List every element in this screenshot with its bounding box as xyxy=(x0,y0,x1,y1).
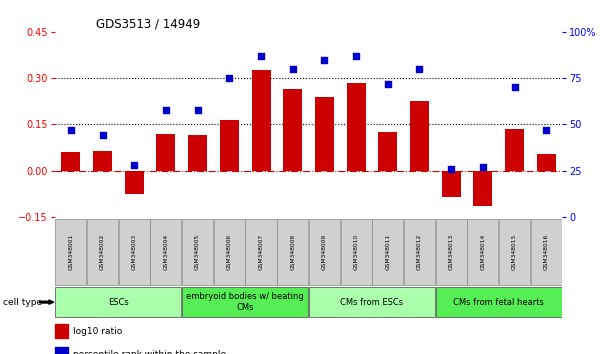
Point xyxy=(383,81,393,86)
Bar xyxy=(188,135,207,171)
Text: GSM348007: GSM348007 xyxy=(258,234,263,270)
Bar xyxy=(404,219,435,285)
Text: GSM348009: GSM348009 xyxy=(322,234,327,270)
Point xyxy=(288,66,298,72)
Text: GSM348012: GSM348012 xyxy=(417,234,422,270)
Text: GDS3513 / 14949: GDS3513 / 14949 xyxy=(95,18,200,31)
Text: embryoid bodies w/ beating
CMs: embryoid bodies w/ beating CMs xyxy=(186,292,304,312)
Point xyxy=(478,164,488,170)
Bar xyxy=(93,150,112,171)
Bar xyxy=(467,219,499,285)
Bar xyxy=(55,324,68,338)
Point xyxy=(415,66,425,72)
Point xyxy=(320,57,329,62)
Point xyxy=(351,53,361,59)
Bar xyxy=(340,219,371,285)
Text: GSM348001: GSM348001 xyxy=(68,234,73,270)
Bar xyxy=(252,70,271,171)
Bar xyxy=(442,171,461,197)
Point xyxy=(66,127,76,133)
Bar xyxy=(277,219,308,285)
Text: GSM348013: GSM348013 xyxy=(448,234,454,270)
Bar xyxy=(214,219,245,285)
Bar xyxy=(87,219,118,285)
Text: GSM348011: GSM348011 xyxy=(386,234,390,270)
Bar xyxy=(474,171,492,206)
Point xyxy=(256,53,266,59)
Text: GSM348010: GSM348010 xyxy=(354,234,359,270)
Bar xyxy=(56,219,86,285)
Point xyxy=(98,133,108,138)
Bar xyxy=(284,89,302,171)
Text: cell type: cell type xyxy=(3,298,42,307)
Bar xyxy=(182,287,308,318)
Point xyxy=(510,85,519,90)
Text: CMs from fetal hearts: CMs from fetal hearts xyxy=(453,298,544,307)
Text: log10 ratio: log10 ratio xyxy=(73,326,122,336)
Point xyxy=(192,107,202,112)
Bar xyxy=(505,129,524,171)
Bar xyxy=(61,152,81,171)
Point xyxy=(130,162,139,168)
Bar xyxy=(436,287,562,318)
Text: GSM348008: GSM348008 xyxy=(290,234,295,270)
Point xyxy=(161,107,171,112)
Bar xyxy=(56,287,181,318)
Text: percentile rank within the sample: percentile rank within the sample xyxy=(73,350,226,354)
Bar xyxy=(182,219,213,285)
Point xyxy=(541,127,551,133)
Bar xyxy=(309,287,435,318)
Text: GSM348006: GSM348006 xyxy=(227,234,232,270)
Bar xyxy=(372,219,403,285)
Bar xyxy=(378,132,397,171)
Bar xyxy=(531,219,562,285)
Bar xyxy=(410,101,429,171)
Bar xyxy=(436,219,467,285)
Bar xyxy=(246,219,277,285)
Point xyxy=(224,75,234,81)
Bar xyxy=(156,133,175,171)
Bar xyxy=(150,219,181,285)
Text: GSM348002: GSM348002 xyxy=(100,234,105,270)
Bar xyxy=(125,171,144,194)
Bar xyxy=(346,83,365,171)
Text: CMs from ESCs: CMs from ESCs xyxy=(340,298,403,307)
Bar xyxy=(220,120,239,171)
Bar xyxy=(309,219,340,285)
Text: ESCs: ESCs xyxy=(108,298,129,307)
Bar xyxy=(119,219,150,285)
Text: GSM348014: GSM348014 xyxy=(480,234,485,270)
Bar xyxy=(499,219,530,285)
Bar xyxy=(537,154,556,171)
Point xyxy=(446,166,456,172)
Bar xyxy=(55,347,68,354)
Text: GSM348016: GSM348016 xyxy=(544,234,549,270)
Text: GSM348005: GSM348005 xyxy=(195,234,200,270)
Text: GSM348004: GSM348004 xyxy=(163,234,169,270)
Bar xyxy=(315,97,334,171)
Text: GSM348003: GSM348003 xyxy=(132,234,137,270)
Text: GSM348015: GSM348015 xyxy=(512,234,517,270)
